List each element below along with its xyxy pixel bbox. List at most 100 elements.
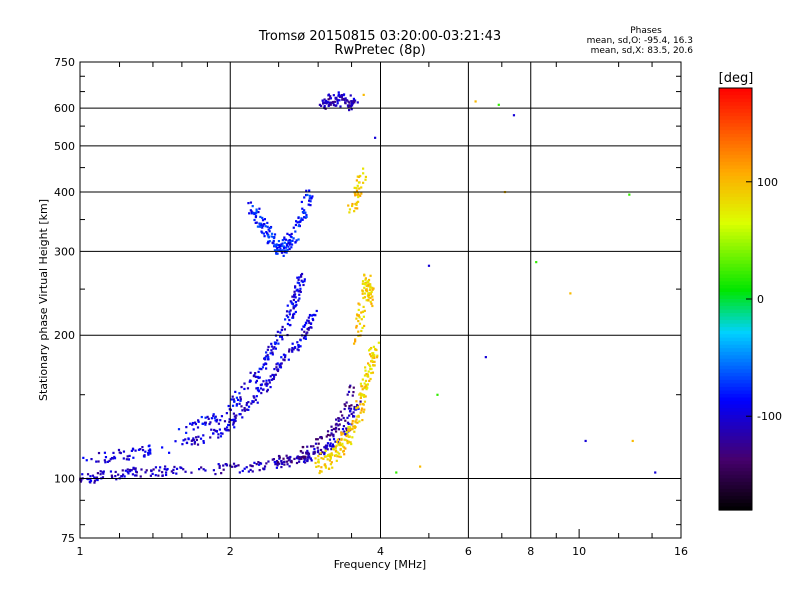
data-point: [287, 245, 290, 248]
data-point: [229, 408, 232, 411]
data-point: [360, 394, 363, 397]
data-point: [216, 418, 219, 421]
data-point: [89, 479, 93, 482]
data-point: [79, 480, 82, 483]
data-point: [193, 442, 196, 445]
data-point: [327, 467, 331, 470]
data-point: [364, 283, 367, 286]
data-point: [200, 466, 203, 469]
data-point: [95, 478, 98, 481]
data-point: [344, 97, 347, 100]
data-point: [234, 416, 237, 420]
data-point: [117, 473, 120, 476]
data-point: [144, 471, 147, 474]
data-point: [364, 278, 367, 281]
colorbar-segment: [719, 334, 752, 339]
data-point: [358, 316, 361, 319]
data-point: [327, 93, 331, 96]
data-point: [375, 356, 379, 359]
data-point: [131, 448, 135, 451]
data-point: [279, 331, 282, 334]
colorbar-segment: [719, 116, 752, 121]
data-point: [296, 341, 299, 344]
data-point: [361, 280, 365, 283]
data-point: [362, 410, 365, 414]
data-point: [369, 300, 372, 303]
data-point: [281, 244, 284, 248]
data-point: [298, 284, 302, 287]
data-point: [96, 472, 99, 475]
data-point: [352, 425, 355, 428]
data-point: [251, 465, 254, 468]
data-point: [335, 440, 339, 444]
data-point: [307, 453, 310, 456]
data-point: [315, 309, 318, 313]
data-point: [307, 326, 310, 330]
data-point: [276, 246, 279, 250]
data-point: [292, 237, 295, 240]
data-point: [122, 450, 126, 453]
data-point: [279, 362, 282, 365]
data-point: [280, 356, 283, 359]
colorbar-segment: [719, 242, 752, 247]
data-point: [294, 285, 297, 288]
data-point: [309, 445, 313, 448]
data-point: [258, 222, 261, 225]
data-point: [258, 207, 261, 210]
data-point: [279, 335, 282, 338]
data-point: [294, 304, 297, 308]
data-point: [297, 456, 300, 459]
data-point: [149, 474, 152, 477]
data-point: [85, 459, 88, 462]
data-point: [360, 192, 363, 195]
data-point: [328, 104, 331, 107]
data-point: [332, 435, 335, 438]
data-point: [275, 466, 278, 469]
data-point: [329, 95, 332, 98]
data-point: [355, 407, 358, 410]
data-point: [185, 431, 188, 434]
data-point: [324, 447, 327, 450]
data-point: [371, 354, 374, 357]
data-point: [252, 211, 255, 215]
data-point: [364, 366, 367, 369]
data-point: [228, 420, 231, 424]
data-point: [301, 207, 304, 210]
data-point: [297, 216, 300, 220]
data-point: [291, 295, 294, 298]
data-point: [351, 422, 354, 425]
data-point: [350, 108, 353, 111]
data-point: [335, 418, 338, 421]
data-point: [154, 474, 157, 477]
data-point: [316, 450, 320, 454]
data-point: [189, 422, 192, 425]
data-point: [294, 240, 297, 244]
data-point: [283, 328, 287, 331]
data-point: [267, 345, 270, 349]
data-point: [225, 412, 228, 415]
colorbar-segment: [719, 495, 752, 501]
data-point: [365, 299, 368, 302]
data-point: [354, 340, 357, 343]
colorbar-segment: [719, 467, 752, 472]
colorbar-segment: [719, 281, 752, 286]
data-point: [284, 238, 288, 241]
data-point: [329, 463, 332, 466]
colorbar-segment: [719, 228, 752, 233]
data-point: [369, 274, 372, 277]
data-point: [323, 446, 326, 449]
data-point: [329, 97, 333, 100]
data-point: [330, 448, 333, 451]
data-point: [305, 214, 308, 217]
data-point: [330, 425, 333, 428]
y-tick-label: 600: [54, 102, 75, 115]
data-point: [127, 472, 130, 475]
data-point: [266, 221, 269, 225]
data-point: [345, 401, 348, 404]
data-point: [343, 403, 346, 406]
data-point: [584, 439, 587, 443]
data-point: [161, 474, 164, 477]
data-point: [348, 104, 351, 107]
data-point: [362, 403, 365, 406]
data-point: [267, 228, 270, 231]
